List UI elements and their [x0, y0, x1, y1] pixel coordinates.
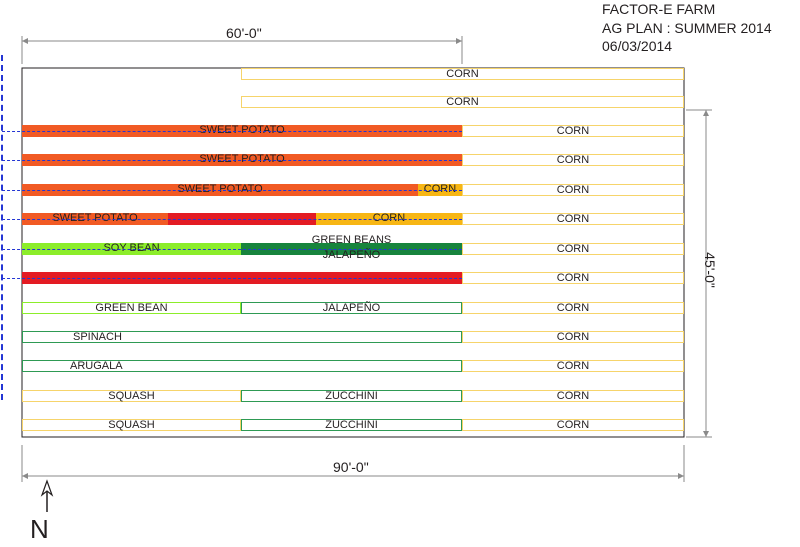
- top-dimension-label: 60'-0": [226, 25, 262, 41]
- right-dimension-arrow-bottom: [703, 431, 709, 437]
- bottom-dimension-label: 90'-0": [333, 459, 369, 475]
- right-dimension-arrow-top: [703, 110, 709, 116]
- bed-corn: CORN: [241, 68, 684, 80]
- bed-squash: SQUASH: [22, 390, 241, 402]
- irrigation-main-line: [1, 55, 3, 400]
- plan-title: AG PLAN : SUMMER 2014: [602, 20, 772, 36]
- bed-green-bean: GREEN BEAN: [22, 302, 241, 314]
- irrigation-line: [2, 190, 462, 191]
- bed-corn: CORN: [462, 213, 684, 225]
- bed-arugala: ARUGALA: [22, 360, 462, 372]
- irrigation-line: [2, 249, 462, 250]
- bed-corn: CORN: [462, 419, 684, 431]
- bed-spinach: SPINACH: [22, 331, 462, 343]
- right-dimension-label: 45'-0": [702, 252, 718, 288]
- north-label: N: [30, 514, 49, 544]
- bed-label-green-beans: GREEN BEANS: [311, 234, 392, 246]
- bed-corn: CORN: [462, 390, 684, 402]
- bed-zucchini: ZUCCHINI: [241, 419, 462, 431]
- bed-corn: CORN: [462, 302, 684, 314]
- bed-jalapeno: JALAPEÑO: [241, 302, 462, 314]
- irrigation-line: [2, 278, 462, 279]
- bottom-dimension-arrow-left: [22, 473, 28, 479]
- bed-corn: CORN: [462, 184, 684, 196]
- bed-corn: CORN: [462, 154, 684, 166]
- bed-zucchini: ZUCCHINI: [241, 390, 462, 402]
- farm-name: FACTOR-E FARM: [602, 1, 716, 17]
- bed-corn: CORN: [462, 360, 684, 372]
- irrigation-line: [2, 219, 462, 220]
- plan-date: 06/03/2014: [602, 38, 673, 54]
- bottom-dimension-arrow-right: [678, 473, 684, 479]
- bed-label-jalapeno: JALAPEÑO: [322, 249, 381, 261]
- irrigation-line: [2, 160, 462, 161]
- bed-squash: SQUASH: [22, 419, 241, 431]
- bed-corn: CORN: [462, 125, 684, 137]
- bed-corn: CORN: [462, 331, 684, 343]
- north-arrow-head: [40, 479, 54, 497]
- top-dimension-arrow-right: [456, 38, 462, 44]
- top-dimension-arrow-left: [22, 38, 28, 44]
- bed-corn: CORN: [241, 96, 684, 108]
- irrigation-line: [2, 131, 462, 132]
- bed-corn: CORN: [462, 272, 684, 284]
- bed-corn: CORN: [462, 243, 684, 255]
